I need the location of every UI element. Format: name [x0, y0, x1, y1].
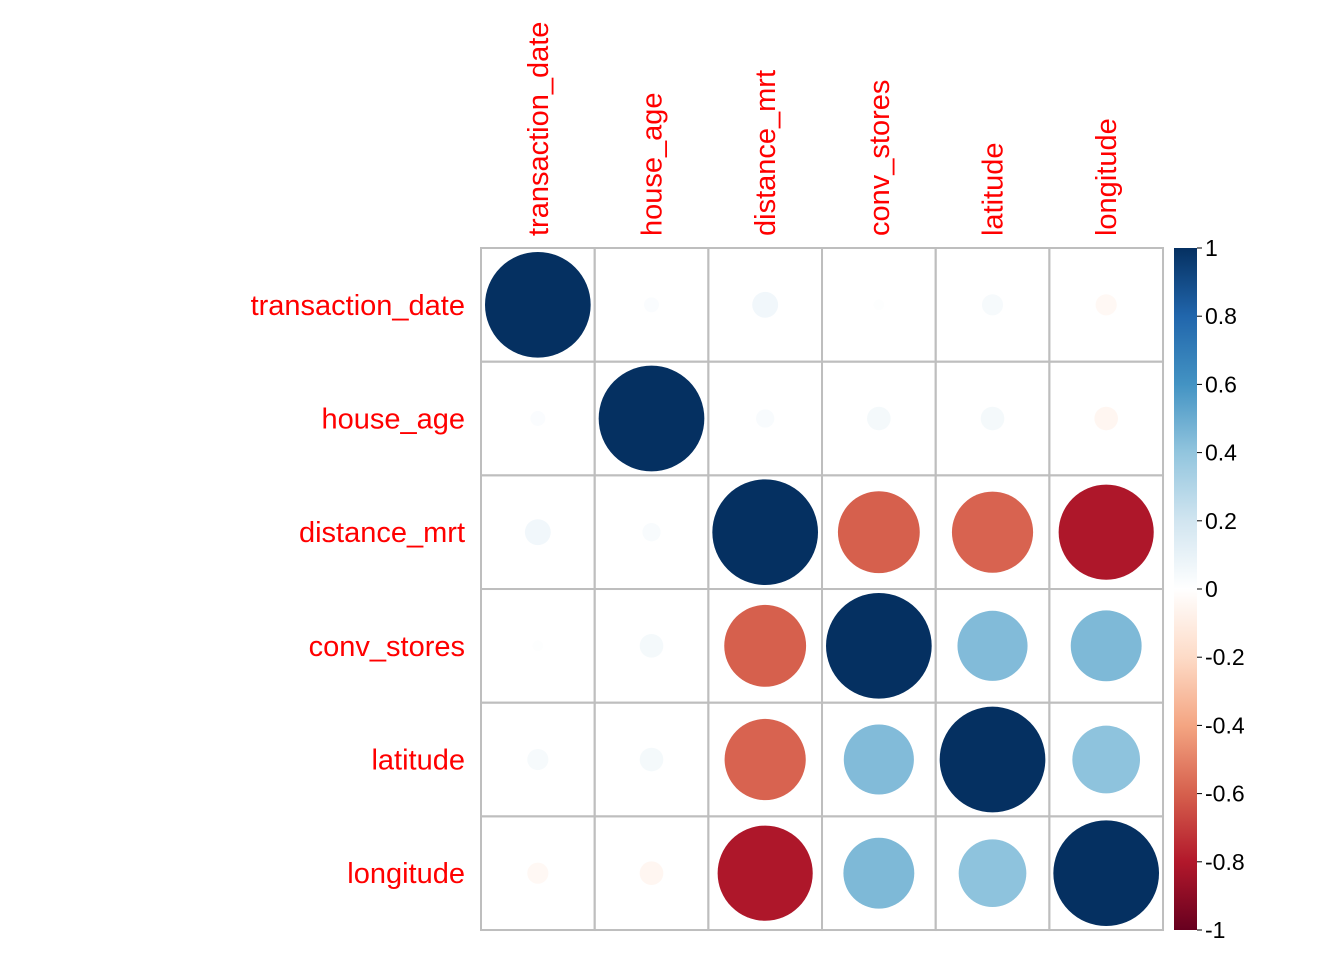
correlation-circle-conv_stores-house_age — [639, 634, 664, 658]
row-label: conv_stores — [309, 631, 465, 663]
correlation-circle-transaction_date-conv_stores — [873, 299, 885, 311]
colorbar-gradient — [1174, 248, 1197, 930]
correlation-circle-transaction_date-latitude — [981, 294, 1004, 316]
row-label: longitude — [347, 858, 465, 890]
correlation-circle-conv_stores-latitude — [957, 610, 1028, 681]
correlation-circle-house_age-distance_mrt — [756, 409, 775, 428]
correlation-circle-transaction_date-house_age — [644, 297, 659, 313]
correlation-circle-conv_stores-conv_stores — [826, 593, 932, 699]
colorbar-tick-label: 0.6 — [1205, 371, 1237, 397]
correlation-circles — [485, 252, 1160, 927]
correlation-circle-latitude-house_age — [639, 747, 664, 772]
correlation-circle-distance_mrt-longitude — [1058, 484, 1154, 580]
colorbar-tick-label: -0.4 — [1205, 712, 1245, 738]
row-label: transaction_date — [251, 290, 465, 322]
row-label: latitude — [371, 745, 465, 777]
colorbar-tick-label: -0.8 — [1205, 849, 1245, 875]
correlation-circle-house_age-conv_stores — [867, 406, 891, 431]
colorbar-tick-label: 0 — [1205, 576, 1218, 602]
correlation-circle-longitude-transaction_date — [527, 862, 549, 884]
colorbar-tick-label: 1 — [1205, 235, 1218, 261]
colorbar-tick-label: -1 — [1205, 917, 1225, 943]
column-labels: transaction_date house_age distance_mrt con… — [523, 22, 1123, 236]
correlation-circle-longitude-longitude — [1053, 820, 1160, 927]
column-label: conv_stores — [864, 80, 896, 236]
correlation-circle-longitude-house_age — [639, 861, 664, 885]
correlation-circle-latitude-latitude — [939, 706, 1046, 813]
colorbar: 1 0.8 0.6 0.4 0.2 0 -0.2 -0.4 -0.6 -0.8 -1 — [1174, 235, 1245, 943]
correlation-circle-distance_mrt-transaction_date — [524, 519, 551, 546]
row-label: distance_mrt — [299, 517, 465, 549]
correlation-circle-house_age-house_age — [598, 365, 705, 472]
column-label: transaction_date — [523, 22, 555, 236]
correlation-circle-conv_stores-longitude — [1070, 610, 1142, 682]
correlation-circle-distance_mrt-distance_mrt — [712, 479, 819, 586]
column-label: latitude — [978, 142, 1010, 236]
correlation-circle-house_age-longitude — [1094, 406, 1118, 431]
cell-grid — [480, 247, 1165, 932]
correlation-circle-longitude-conv_stores — [843, 837, 915, 909]
column-label: longitude — [1091, 118, 1123, 236]
column-label: house_age — [637, 92, 669, 236]
correlation-circle-house_age-latitude — [980, 406, 1005, 431]
colorbar-tick-label: -0.2 — [1205, 644, 1245, 670]
correlation-circle-distance_mrt-house_age — [642, 523, 661, 542]
correlation-circle-house_age-transaction_date — [530, 411, 546, 426]
colorbar-tick-label: 0.4 — [1205, 440, 1237, 466]
correlation-circle-latitude-transaction_date — [527, 748, 549, 771]
correlation-circle-longitude-distance_mrt — [717, 825, 813, 921]
correlation-circle-conv_stores-transaction_date — [532, 640, 544, 652]
colorbar-tick-label: 0.2 — [1205, 508, 1237, 534]
correlation-circle-latitude-distance_mrt — [724, 718, 806, 801]
correlation-circle-transaction_date-longitude — [1095, 294, 1117, 316]
grid-cell — [1048, 815, 1165, 932]
correlation-circle-transaction_date-distance_mrt — [752, 291, 779, 318]
row-label: house_age — [321, 404, 465, 436]
correlation-circle-distance_mrt-latitude — [951, 491, 1034, 573]
correlation-circle-longitude-latitude — [958, 839, 1027, 908]
correlation-circle-latitude-conv_stores — [843, 724, 914, 795]
correlation-circle-transaction_date-transaction_date — [485, 252, 591, 358]
row-labels: transaction_date house_age distance_mrtcon… — [251, 290, 465, 890]
correlation-circle-distance_mrt-conv_stores — [837, 491, 920, 574]
correlation-circle-conv_stores-distance_mrt — [724, 604, 807, 687]
colorbar-tick-label: 0.8 — [1205, 303, 1237, 329]
column-label: distance_mrt — [750, 70, 782, 236]
correlation-circle-latitude-longitude — [1072, 725, 1141, 794]
colorbar-tick-label: -0.6 — [1205, 781, 1245, 807]
